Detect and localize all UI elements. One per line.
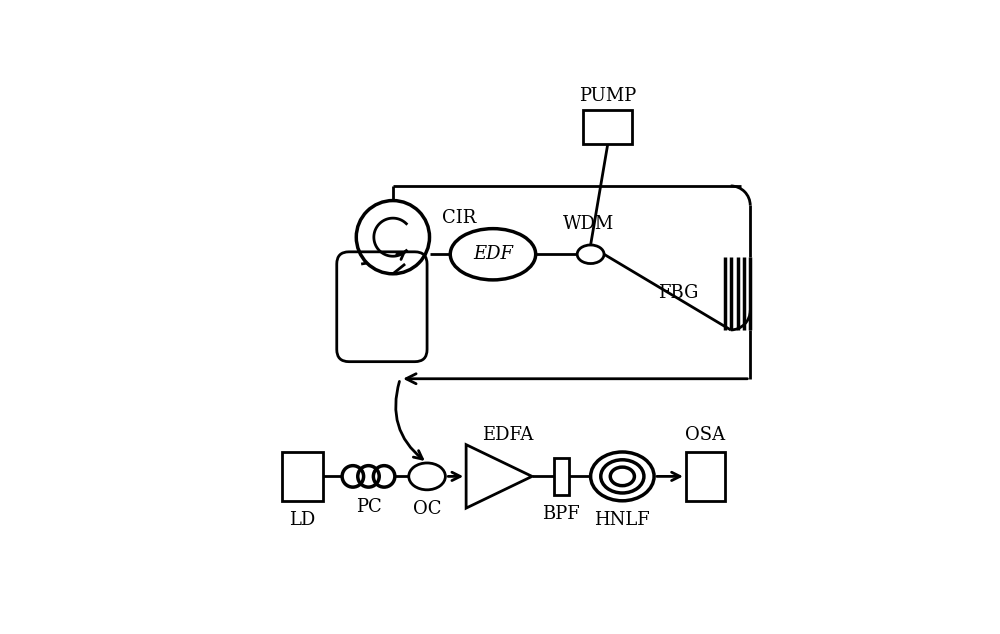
Text: WDM: WDM <box>563 214 614 233</box>
Text: CIR: CIR <box>442 209 476 226</box>
Text: PC: PC <box>356 498 381 515</box>
Text: LD: LD <box>289 512 316 529</box>
Bar <box>554 458 569 495</box>
Text: PUMP: PUMP <box>579 87 636 105</box>
Text: EDF: EDF <box>473 245 513 263</box>
Bar <box>686 452 725 501</box>
Text: OC: OC <box>413 500 441 519</box>
Text: HNLF: HNLF <box>594 512 650 529</box>
Bar <box>583 110 632 145</box>
Text: EDFA: EDFA <box>482 426 533 444</box>
Text: OSA: OSA <box>685 426 725 444</box>
Bar <box>282 452 323 501</box>
Text: FBG: FBG <box>658 284 698 302</box>
Text: BPF: BPF <box>542 505 580 523</box>
FancyArrowPatch shape <box>396 382 422 459</box>
